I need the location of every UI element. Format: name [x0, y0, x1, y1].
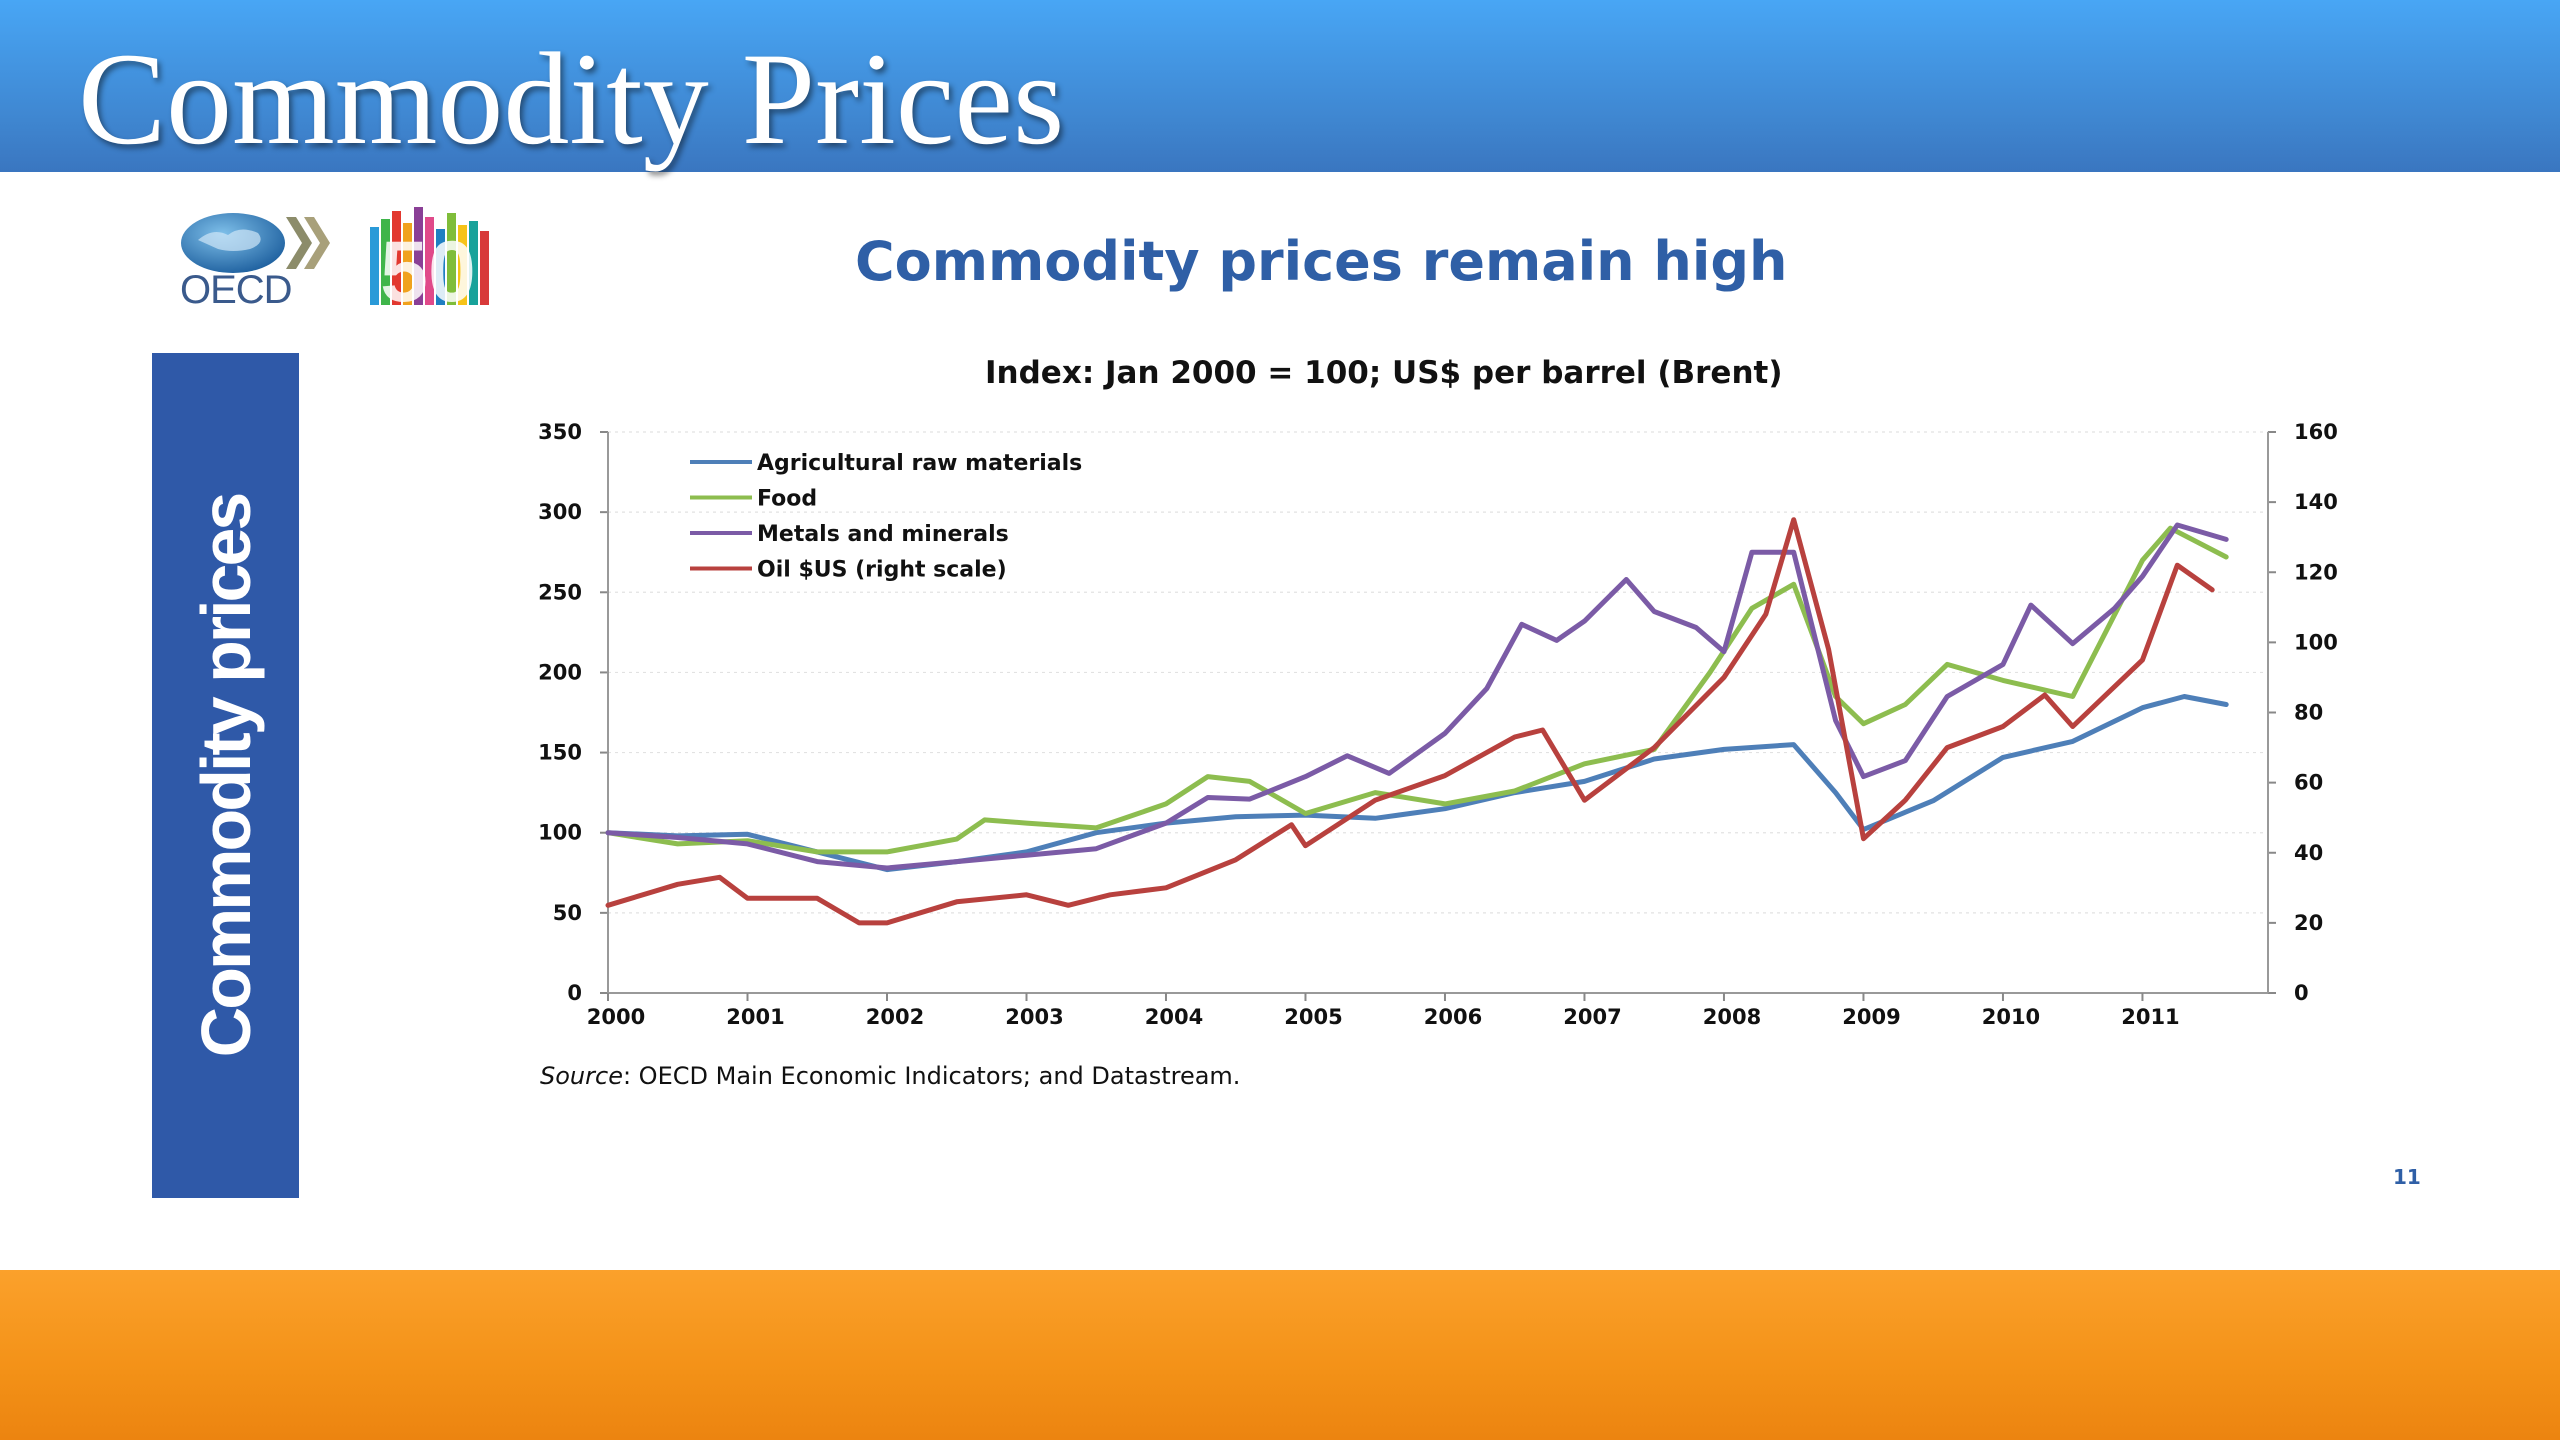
- left-tick-label: 300: [538, 500, 582, 524]
- anniversary-badge-icon: 50: [370, 207, 489, 320]
- series-line-1: [605, 525, 2229, 855]
- right-tick-label: 0: [2294, 981, 2309, 1005]
- legend-label-1: Food: [757, 487, 817, 512]
- legend: Agricultural raw materials Food Metals and…: [690, 451, 1082, 583]
- left-tick-label: 0: [567, 981, 582, 1005]
- x-tick-label: 2007: [1563, 1005, 1621, 1029]
- left-tick-label: 100: [538, 821, 582, 845]
- x-tick-label: 2006: [1424, 1005, 1482, 1029]
- x-tick-label: 2009: [1842, 1005, 1900, 1029]
- logo-text: OECD: [180, 268, 293, 312]
- chart-subtitle: Index: Jan 2000 = 100; US$ per barrel (B…: [985, 355, 1783, 391]
- right-tick-label: 100: [2294, 630, 2338, 654]
- x-tick-label: 2002: [866, 1005, 924, 1029]
- x-tick-label: 2005: [1284, 1005, 1342, 1029]
- source-note: Source: OECD Main Economic Indicators; a…: [540, 1062, 1240, 1090]
- right-tick-label: 20: [2294, 911, 2323, 935]
- x-tick-label: 2001: [726, 1005, 784, 1029]
- right-tick-label: 160: [2294, 420, 2338, 444]
- x-tick-label: 2000: [587, 1005, 645, 1029]
- x-tick-label: 2004: [1145, 1005, 1203, 1029]
- right-tick-label: 60: [2294, 771, 2323, 795]
- left-tick-label: 350: [538, 420, 582, 444]
- x-tick-label: 2003: [1005, 1005, 1063, 1029]
- side-panel: Commodity prices: [152, 353, 299, 1198]
- left-tick-label: 250: [538, 580, 582, 604]
- x-tick-label: 2008: [1703, 1005, 1761, 1029]
- right-tick-label: 120: [2294, 560, 2338, 584]
- right-tick-label: 40: [2294, 841, 2323, 865]
- x-tick-label: 2011: [2121, 1005, 2179, 1029]
- legend-label-3: Oil $US (right scale): [757, 558, 1007, 583]
- series-line-3: [605, 517, 2215, 926]
- series-line-2: [605, 522, 2229, 871]
- series-lines: [605, 517, 2229, 926]
- oecd-logo: 50: [178, 205, 538, 320]
- source-label: Source: [540, 1062, 623, 1090]
- x-tick-label: 2010: [1982, 1005, 2040, 1029]
- source-text: : OECD Main Economic Indicators; and Dat…: [622, 1062, 1241, 1090]
- page-number: 11: [2393, 1165, 2421, 1189]
- left-tick-label: 150: [538, 741, 582, 765]
- header-bar: [0, 0, 2560, 172]
- slide-heading: Commodity prices remain high: [855, 230, 1788, 293]
- legend-label-0: Agricultural raw materials: [757, 451, 1082, 476]
- axes: 0 50 100 150 200 250 300 350 0 20 40 60 80 100 120 140 1…: [538, 420, 2338, 1029]
- right-tick-label: 140: [2294, 490, 2338, 514]
- grid-lines: [608, 431, 2268, 914]
- slide-title: Commodity Prices: [78, 25, 1065, 172]
- logo-badge-text: 50: [380, 224, 476, 305]
- left-tick-label: 50: [553, 901, 582, 925]
- right-tick-label: 80: [2294, 701, 2323, 725]
- footer-bar: [0, 1270, 2560, 1440]
- legend-label-2: Metals and minerals: [757, 522, 1009, 547]
- left-tick-label: 200: [538, 660, 582, 684]
